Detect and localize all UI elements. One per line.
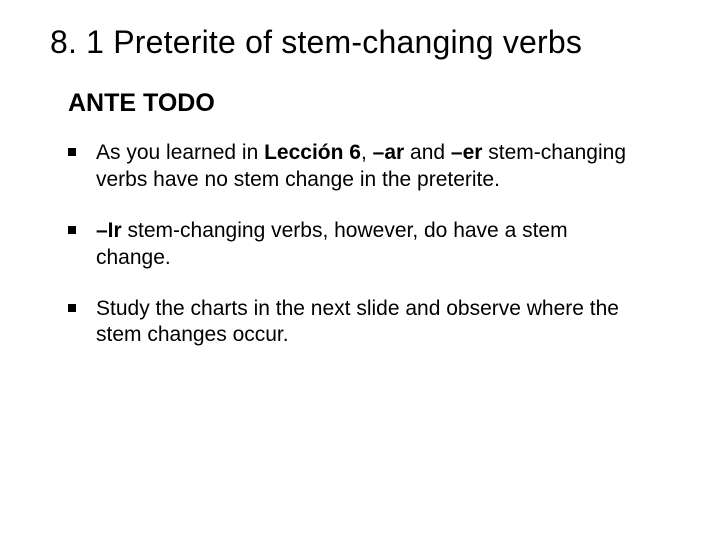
text-run: As you learned in xyxy=(96,141,264,164)
list-item: Study the charts in the next slide and o… xyxy=(68,296,644,350)
section-subtitle: ANTE TODO xyxy=(68,89,680,118)
text-bold: –er xyxy=(451,141,483,164)
text-bold: –ar xyxy=(373,141,405,164)
text-run: , xyxy=(361,141,373,164)
list-item: –Ir stem-changing verbs, however, do hav… xyxy=(68,218,644,272)
list-item: As you learned in Lección 6, –ar and –er… xyxy=(68,140,644,194)
slide: 8. 1 Preterite of stem-changing verbs AN… xyxy=(0,0,720,540)
text-run: stem-changing verbs, however, do have a … xyxy=(96,219,568,269)
text-bold: Lección 6 xyxy=(264,141,361,164)
bullet-list: As you learned in Lección 6, –ar and –er… xyxy=(56,140,680,349)
text-bold: –Ir xyxy=(96,219,122,242)
text-run: Study the charts in the next slide and o… xyxy=(96,297,619,347)
text-run: and xyxy=(404,141,451,164)
page-title: 8. 1 Preterite of stem-changing verbs xyxy=(50,24,680,61)
